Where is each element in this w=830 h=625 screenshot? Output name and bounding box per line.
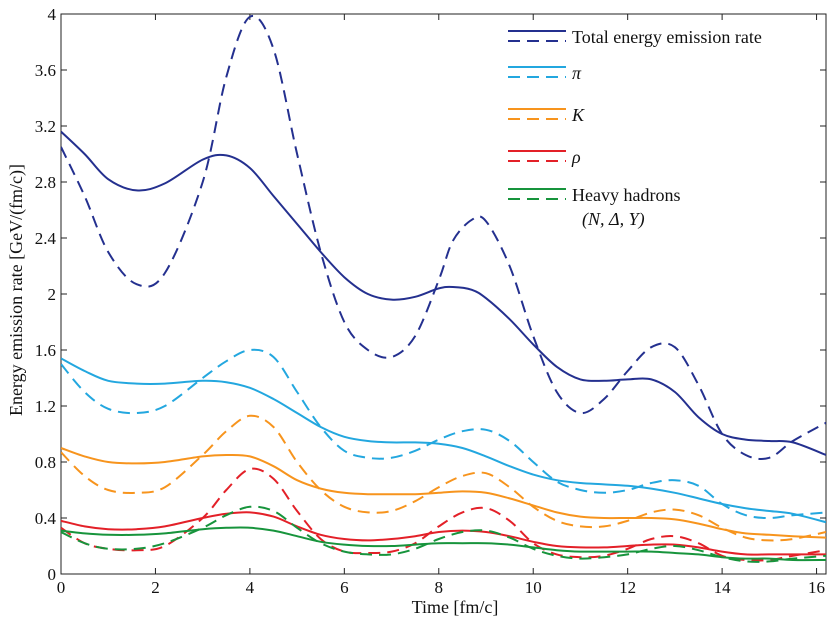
- series-heavy-hadrons-dashed: [61, 505, 826, 563]
- series-total-solid: [61, 130, 826, 456]
- y-tick-label: 3.6: [35, 61, 56, 80]
- series-kaon-dashed: [61, 414, 826, 542]
- y-tick-label: 3.2: [35, 117, 56, 136]
- series-heavy-hadrons-solid: [61, 526, 826, 562]
- x-tick-label: 12: [619, 578, 636, 597]
- y-tick-label: 0: [48, 565, 57, 584]
- x-tick-label: 10: [525, 578, 542, 597]
- legend-rho-label: ρ: [571, 147, 581, 167]
- legend-total-label: Total energy emission rate: [572, 27, 762, 47]
- y-tick-label: 2: [48, 285, 57, 304]
- x-tick-label: 0: [57, 578, 66, 597]
- series-layer: [61, 14, 826, 563]
- series-total-dashed: [61, 14, 826, 460]
- y-tick-label: 2.4: [35, 229, 57, 248]
- series-group: [61, 14, 826, 563]
- x-tick-label: 8: [435, 578, 444, 597]
- series-rho-solid: [61, 511, 826, 556]
- y-axis-label: Energy emission rate [GeV/(fm/c)]: [6, 164, 27, 416]
- series-pi-solid: [61, 357, 826, 524]
- plot-frame: [60, 13, 827, 575]
- series-rho-dashed: [61, 467, 826, 562]
- x-tick-label: 16: [808, 578, 825, 597]
- x-tick-label: 6: [340, 578, 349, 597]
- x-tick-label: 4: [246, 578, 255, 597]
- legend-pi-label: π: [572, 63, 582, 83]
- y-tick-label: 1.6: [35, 341, 56, 360]
- series-pi-dashed: [61, 348, 826, 520]
- legend-heavy-hadrons-label: Heavy hadrons: [572, 185, 680, 205]
- y-tick-label: 1.2: [35, 397, 56, 416]
- x-axis-label: Time [fm/c]: [412, 597, 499, 617]
- y-tick-label: 4: [48, 5, 57, 24]
- legend-heavy-hadrons-sublabel: (N, Δ, Y): [582, 209, 645, 230]
- y-tick-label: 0.4: [35, 509, 57, 528]
- x-tick-label: 2: [151, 578, 160, 597]
- legend-kaon-label: K: [571, 105, 585, 125]
- y-tick-label: 2.8: [35, 173, 56, 192]
- legend: Total energy emission rate π Kρ Heavy hadro…: [508, 27, 762, 230]
- axes-layer: 0 2 4 6 8 10 12 14 16 0 0.4 0.8 1.2 1.6 2 2.4 2.8 3.2 3.6 4: [35, 5, 827, 597]
- y-tick-label: 0.8: [35, 453, 56, 472]
- series-kaon-solid: [61, 447, 826, 539]
- x-tick-label: 14: [714, 578, 732, 597]
